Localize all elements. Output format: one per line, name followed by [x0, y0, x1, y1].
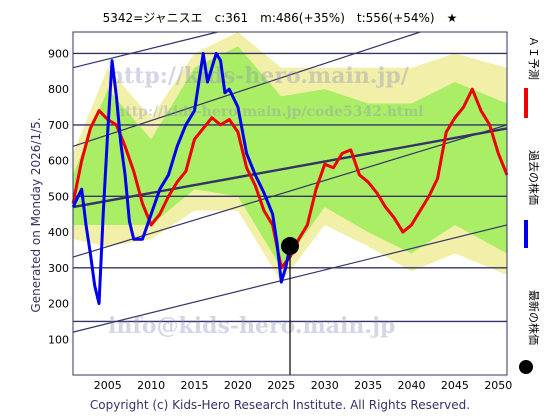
prediction-band-inner	[73, 46, 507, 268]
watermark-code-url: http://kids-hero.main.jp/code5342.html	[115, 104, 424, 120]
legend-label-latest: 最新の株価	[527, 290, 541, 345]
watermark-url: http://kids-hero.main.jp/	[108, 63, 410, 89]
watermarks: http://kids-hero.main.jp/ http://kids-he…	[108, 63, 424, 339]
legend-item-latest: 最新の株価	[519, 290, 541, 374]
y-tick-label: 900	[48, 47, 69, 60]
legend-item-prediction: ＡＩ予測	[524, 36, 541, 118]
trend-line-4	[72, 31, 218, 69]
y-tick-label: 500	[48, 190, 69, 203]
x-tick-label: 2005	[94, 379, 122, 392]
prediction-bands	[73, 32, 507, 283]
copyright-footer: Copyright (c) Kids-Hero Research Institu…	[90, 398, 470, 412]
legend: ＡＩ予測 過去の株価 最新の株価	[519, 36, 541, 374]
y-tick-label: 400	[48, 226, 69, 239]
x-tick-label: 2030	[311, 379, 339, 392]
x-axis-ticks: 2005 2010 2015 2020 2025 2030 2035 2040 2045 2050	[94, 379, 513, 392]
x-tick-label: 2050	[484, 379, 512, 392]
latest-price-marker	[281, 237, 299, 375]
plot-frame	[72, 31, 508, 376]
legend-swatch-latest	[519, 360, 533, 374]
x-tick-label: 2025	[267, 379, 295, 392]
y-tick-label: 200	[48, 298, 69, 311]
y-axis-ticks: 100 200 300 400 500 600 700 800 900	[48, 47, 69, 346]
legend-label-prediction: ＡＩ予測	[527, 36, 541, 80]
x-tick-label: 2015	[181, 379, 209, 392]
trend-line-2	[72, 127, 508, 209]
y-tick-label: 700	[48, 119, 69, 132]
y-tick-label: 100	[48, 333, 69, 346]
plot-area: http://kids-hero.main.jp/ http://kids-he…	[71, 31, 509, 376]
x-tick-label: 2035	[354, 379, 382, 392]
legend-item-history: 過去の株価	[524, 150, 541, 248]
chart-title: 5342=ジャニスエ c:361 m:486(+35%) t:556(+54%)…	[103, 11, 458, 25]
latest-price-point	[281, 237, 299, 256]
trend-line-3	[72, 31, 421, 147]
x-tick-label: 2040	[398, 379, 426, 392]
y-tick-label: 300	[48, 262, 69, 275]
y-tick-label: 600	[48, 155, 69, 168]
legend-label-history: 過去の株価	[527, 150, 541, 205]
x-tick-label: 2010	[137, 379, 165, 392]
watermark-email: info@kids-hero.main.jp	[108, 313, 395, 339]
series-past-price	[71, 51, 292, 306]
generated-date-label: Generated on Monday 2026/1/5.	[29, 117, 43, 312]
x-tick-label: 2020	[224, 379, 252, 392]
y-tick-label: 800	[48, 83, 69, 96]
x-tick-label: 2045	[441, 379, 469, 392]
